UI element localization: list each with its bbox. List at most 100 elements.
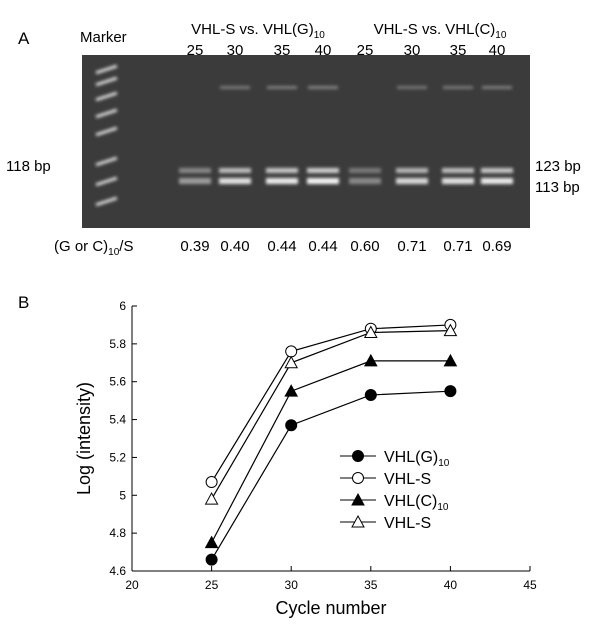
lane-label: 40 <box>315 42 332 59</box>
x-tick-label: 45 <box>523 578 537 592</box>
x-tick-label: 40 <box>444 578 458 592</box>
x-tick-label: 30 <box>285 578 299 592</box>
group-title: VHL-S vs. VHL(C)10 <box>374 21 507 41</box>
marker-band <box>95 176 118 187</box>
marker-band <box>95 76 118 87</box>
y-tick-label: 4.8 <box>109 526 126 540</box>
legend-marker <box>352 450 364 462</box>
gel-band <box>481 178 513 184</box>
series-line <box>211 360 451 543</box>
marker-band <box>95 91 118 102</box>
panel-label: A <box>18 29 30 48</box>
marker-label: Marker <box>80 29 127 46</box>
ratio-value: 0.44 <box>267 238 296 255</box>
gel-band <box>179 178 211 184</box>
band-size-label: 123 bp <box>535 158 581 175</box>
text-part: VHL(G) <box>384 449 438 466</box>
data-point <box>205 553 218 566</box>
marker-band <box>95 126 118 137</box>
lane-label: 30 <box>227 42 244 59</box>
text-part: VHL-S <box>384 471 431 488</box>
marker-band <box>95 156 118 167</box>
gel-band <box>349 168 381 173</box>
text-part: VHL-S vs. VHL(G) <box>191 21 314 38</box>
gel-band <box>482 86 512 89</box>
x-axis-title: Cycle number <box>275 598 386 618</box>
y-tick-label: 5.2 <box>109 450 126 464</box>
text-part: VHL-S <box>384 515 431 532</box>
legend-label: VHL-S <box>384 515 431 532</box>
lane-label: 35 <box>274 42 291 59</box>
gel-band <box>349 178 381 184</box>
subscript: 10 <box>438 458 450 469</box>
data-point <box>285 419 298 432</box>
ratio-value: 0.71 <box>443 238 472 255</box>
gel-band <box>307 178 339 184</box>
band-size-label: 113 bp <box>535 179 580 196</box>
subscript: 10 <box>437 502 449 513</box>
legend-label: VHL(G)10 <box>384 449 450 469</box>
data-point <box>285 345 298 358</box>
data-point <box>204 535 219 549</box>
data-point <box>284 355 299 369</box>
ratio-label: (G or C)10/S <box>54 238 133 258</box>
series-line <box>211 330 451 500</box>
ratio-value: 0.71 <box>397 238 426 255</box>
text-part: VHL(C) <box>384 493 437 510</box>
subscript: 10 <box>108 247 120 258</box>
gel-band <box>179 168 211 173</box>
gel-band <box>267 86 297 89</box>
subscript: 10 <box>495 30 507 41</box>
gel-band <box>442 178 474 184</box>
x-tick-label: 20 <box>125 578 139 592</box>
gel-band <box>219 178 251 184</box>
ratio-value: 0.44 <box>308 238 337 255</box>
legend-marker <box>352 472 364 484</box>
gel <box>82 55 530 228</box>
x-tick-label: 25 <box>205 578 219 592</box>
gel-bands <box>95 64 513 207</box>
data-point <box>205 476 218 489</box>
data-point <box>204 492 219 505</box>
lane-label: 35 <box>450 42 467 59</box>
y-tick-label: 5.4 <box>109 413 126 427</box>
gel-band <box>307 168 339 173</box>
y-tick-label: 5.6 <box>109 375 126 389</box>
data-point <box>363 353 378 367</box>
lane-label: 40 <box>489 42 506 59</box>
gel-band <box>397 86 427 89</box>
data-point <box>444 385 457 398</box>
data-point <box>364 388 377 401</box>
legend-marker <box>351 492 365 506</box>
ratio-value: 0.69 <box>482 238 511 255</box>
data-point <box>284 384 299 397</box>
text-part: VHL-S vs. VHL(C) <box>374 21 496 38</box>
ratio-value: 0.39 <box>180 238 209 255</box>
x-tick-label: 35 <box>364 578 378 592</box>
y-axis-title: Log (intensity) <box>74 382 94 495</box>
data-point <box>363 325 378 338</box>
text-part: /S <box>119 238 133 255</box>
marker-band <box>95 64 118 75</box>
gel-band <box>443 86 473 89</box>
marker-band <box>95 196 118 207</box>
data-point <box>443 323 458 337</box>
ratio-value: 0.60 <box>350 238 379 255</box>
y-tick-label: 6 <box>119 299 126 313</box>
gel-band <box>442 168 474 173</box>
marker-band <box>95 108 118 119</box>
y-tick-label: 5 <box>119 488 126 502</box>
panel-label: B <box>18 293 29 312</box>
legend-label: VHL(C)10 <box>384 493 449 513</box>
y-tick-label: 5.8 <box>109 337 126 351</box>
lane-label: 30 <box>404 42 421 59</box>
group-title: VHL-S vs. VHL(G)10 <box>191 21 325 41</box>
gel-band <box>266 168 298 173</box>
lane-label: 25 <box>187 42 204 59</box>
legend-marker <box>351 514 365 528</box>
gel-band <box>219 168 251 173</box>
legend-label: VHL-S <box>384 471 431 488</box>
ratio-value: 0.40 <box>220 238 249 255</box>
